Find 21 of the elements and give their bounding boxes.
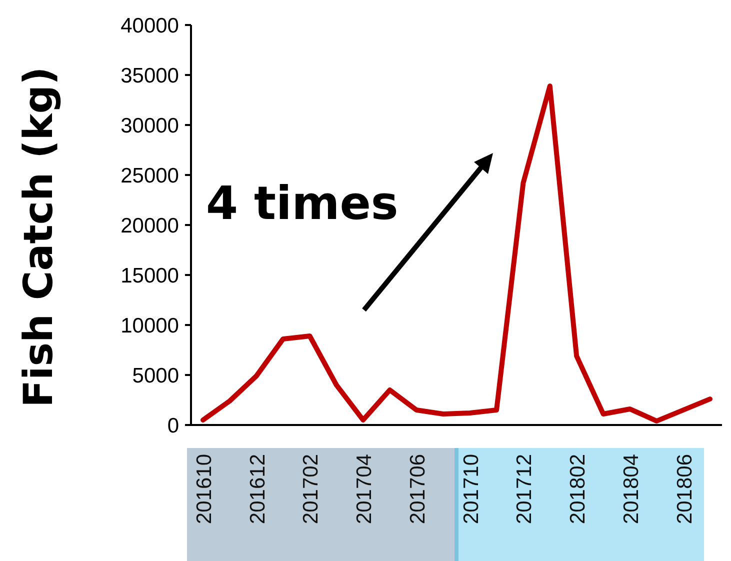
- x-tick-label: 201712: [513, 454, 536, 524]
- x-tick-label: 201802: [566, 454, 590, 524]
- annotation: 4 times: [206, 176, 398, 230]
- y-tick-label: 10000: [120, 314, 179, 338]
- x-tick-label: 201610: [193, 454, 216, 524]
- x-tick-label: 201706: [406, 454, 430, 524]
- y-tick-label: 30000: [120, 114, 179, 138]
- y-tick-label: 40000: [120, 14, 179, 38]
- y-tick-label: 15000: [120, 264, 179, 288]
- x-tick-label: 201612: [246, 454, 270, 524]
- y-tick-label: 5000: [132, 364, 179, 388]
- x-tick-label: 201804: [620, 454, 643, 524]
- y-axis-title: Fish Catch (kg): [16, 66, 62, 408]
- y-tick-label: 25000: [120, 164, 179, 188]
- x-tick-label: 201702: [300, 454, 323, 524]
- x-tick-label: 201710: [460, 454, 483, 524]
- y-tick-label: 20000: [120, 214, 179, 238]
- y-tick-label: 35000: [120, 64, 179, 88]
- x-tick-label: 201806: [673, 454, 696, 524]
- y-tick-label: 0: [167, 414, 179, 438]
- x-tick-label: 201704: [353, 454, 376, 524]
